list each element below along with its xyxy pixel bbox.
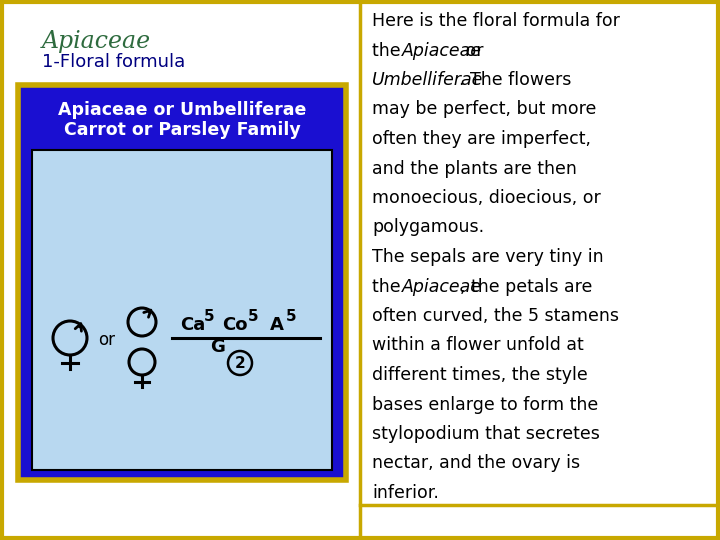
- Text: different times, the style: different times, the style: [372, 366, 588, 384]
- Text: Ca: Ca: [180, 316, 205, 334]
- Text: the: the: [372, 278, 406, 295]
- Text: bases enlarge to form the: bases enlarge to form the: [372, 395, 598, 414]
- Text: The sepals are very tiny in: The sepals are very tiny in: [372, 248, 603, 266]
- Text: within a flower unfold at: within a flower unfold at: [372, 336, 584, 354]
- Text: nectar, and the ovary is: nectar, and the ovary is: [372, 455, 580, 472]
- Text: stylopodium that secretes: stylopodium that secretes: [372, 425, 600, 443]
- Text: monoecious, dioecious, or: monoecious, dioecious, or: [372, 189, 600, 207]
- Text: polygamous.: polygamous.: [372, 219, 484, 237]
- Text: or: or: [460, 42, 484, 59]
- Text: 1-Floral formula: 1-Floral formula: [42, 53, 185, 71]
- Text: inferior.: inferior.: [372, 484, 439, 502]
- Text: Apiaceae or Umbelliferae: Apiaceae or Umbelliferae: [58, 101, 306, 119]
- Text: Apiaceae: Apiaceae: [42, 30, 151, 53]
- Text: Apiaceae: Apiaceae: [402, 278, 482, 295]
- Text: Here is the floral formula for: Here is the floral formula for: [372, 12, 620, 30]
- Text: often they are imperfect,: often they are imperfect,: [372, 130, 591, 148]
- FancyBboxPatch shape: [32, 150, 332, 470]
- Text: 5: 5: [286, 309, 297, 324]
- Text: . The flowers: . The flowers: [459, 71, 572, 89]
- Text: Carrot or Parsley Family: Carrot or Parsley Family: [63, 121, 300, 139]
- Text: A: A: [270, 316, 284, 334]
- Text: 5: 5: [204, 309, 215, 324]
- Text: G: G: [210, 338, 225, 356]
- Text: , the petals are: , the petals are: [460, 278, 593, 295]
- Text: 2: 2: [235, 355, 246, 370]
- Text: often curved, the 5 stamens: often curved, the 5 stamens: [372, 307, 619, 325]
- Text: and the plants are then: and the plants are then: [372, 159, 577, 178]
- Text: Umbelliferae: Umbelliferae: [372, 71, 483, 89]
- Text: Co: Co: [222, 316, 248, 334]
- Text: may be perfect, but more: may be perfect, but more: [372, 100, 596, 118]
- Text: the: the: [372, 42, 406, 59]
- Text: 5: 5: [248, 309, 258, 324]
- FancyBboxPatch shape: [18, 85, 346, 480]
- Text: Apiaceae: Apiaceae: [402, 42, 482, 59]
- Text: or: or: [99, 331, 115, 349]
